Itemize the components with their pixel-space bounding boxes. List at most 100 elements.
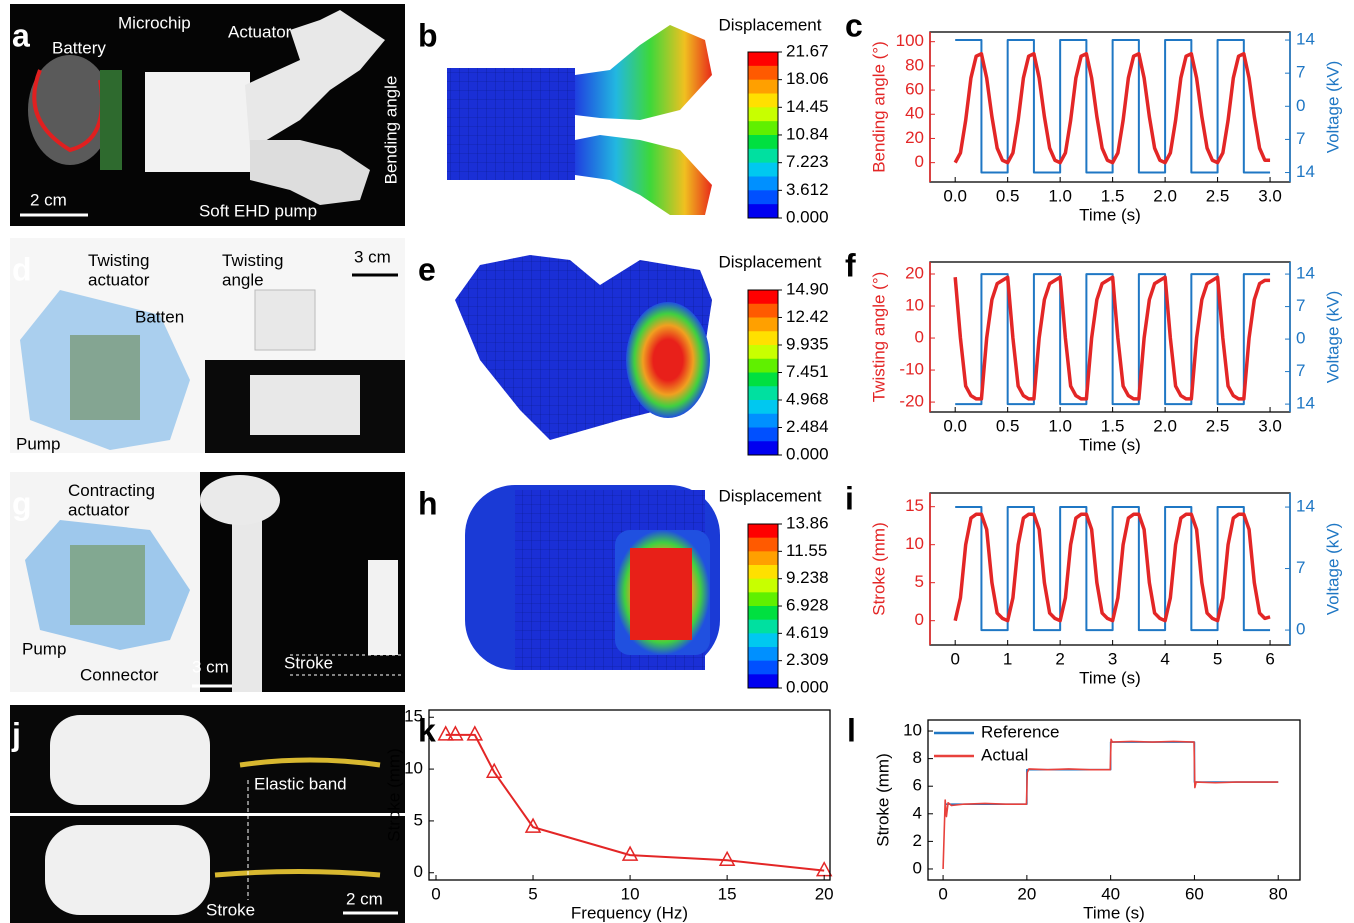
colorbar-band (748, 538, 778, 552)
panel-label: h (418, 485, 438, 521)
colorbar-tick-label: 14.90 (786, 279, 829, 298)
colorbar-band (748, 661, 778, 675)
scale-label: 2 cm (30, 190, 67, 209)
x-tick-label: 40 (1101, 884, 1120, 903)
fea-e (455, 255, 712, 440)
colorbar-tick-label: 2.309 (786, 650, 829, 669)
legend-label: Actual (981, 745, 1028, 764)
x-tick-label: 3.0 (1258, 186, 1282, 205)
plot-frame (930, 262, 1290, 412)
plot-frame (928, 720, 1300, 880)
x-axis-title: Time (s) (1079, 668, 1141, 687)
y2-tick-label: 14 (1296, 162, 1315, 181)
x-tick-label: 0 (431, 884, 440, 903)
colorbar-band (748, 107, 778, 121)
x-axis-title: Time (s) (1083, 903, 1145, 922)
label: Stroke (206, 900, 255, 919)
colorbar-band (748, 135, 778, 149)
y-tick-label: 20 (905, 263, 924, 282)
y-axis-title: Bending angle (°) (869, 41, 888, 173)
panel-label: i (845, 480, 854, 516)
label: Stroke (284, 653, 333, 672)
y-tick-label: 10 (903, 721, 922, 740)
colorbar-band (748, 80, 778, 94)
colorbar-band (748, 190, 778, 204)
colorbar-tick-label: 7.223 (786, 152, 829, 171)
colorbar-title: Displacement (719, 15, 822, 34)
y-tick-label: 80 (905, 55, 924, 74)
label: Elastic band (254, 774, 347, 793)
colorbar-band (748, 400, 778, 414)
colorbar-tick-label: 11.55 (786, 541, 827, 560)
y-tick-label: -10 (899, 360, 924, 379)
colorbar-band (748, 94, 778, 108)
panel-label: c (845, 7, 863, 43)
x-tick-label: 2.0 (1153, 416, 1177, 435)
y-tick-label: 15 (404, 707, 423, 726)
fea-h (465, 485, 720, 670)
x-tick-label: 2 (1055, 649, 1064, 668)
colorbar-band (748, 674, 778, 688)
scale-label: 3 cm (354, 247, 391, 266)
colorbar-tick-label: 4.968 (786, 389, 829, 408)
y-tick-label: 10 (905, 534, 924, 553)
colorbar-band (748, 331, 778, 345)
y-tick-label: 10 (905, 296, 924, 315)
y-tick-label: 5 (414, 810, 423, 829)
colorbar-band (748, 345, 778, 359)
colorbar-band (748, 163, 778, 177)
label: Pump (16, 434, 60, 453)
y-tick-label: 40 (905, 104, 924, 123)
x-tick-label: 1 (1003, 649, 1012, 668)
scale-label: 3 cm (192, 657, 229, 676)
x-tick-label: 0.0 (943, 186, 967, 205)
colorbar-tick-label: 10.84 (786, 124, 829, 143)
label: Connector (80, 665, 159, 684)
panel-label: a (12, 17, 30, 53)
x-axis-title: Frequency (Hz) (571, 903, 688, 922)
y-axis-title: Stroke (mm) (873, 753, 892, 847)
y-tick-label: 0 (913, 858, 922, 877)
x-tick-label: 0 (938, 884, 947, 903)
page: Battery Microchip Actuator Bending angle… (0, 0, 1354, 923)
label: Battery (52, 38, 106, 57)
panel-label: e (418, 251, 436, 287)
y-tick-label: 8 (913, 748, 922, 767)
colorbar-tick-label: 14.45 (786, 97, 829, 116)
colorbar-band (748, 633, 778, 647)
colorbar-tick-label: 9.238 (786, 568, 829, 587)
y2-tick-label: 7 (1296, 296, 1305, 315)
photo-a (10, 4, 405, 226)
y2-tick-label: 7 (1296, 129, 1305, 148)
colorbar-tick-label: 0.000 (786, 444, 829, 463)
colorbar-title: Displacement (719, 252, 822, 271)
colorbar-tick-label: 21.67 (786, 41, 829, 60)
colorbar-band (748, 551, 778, 565)
y-axis-title: Twisting angle (°) (869, 272, 888, 403)
y-tick-label: 0 (915, 152, 924, 171)
x-axis-title: Time (s) (1079, 435, 1141, 454)
x-tick-label: 6 (1265, 649, 1274, 668)
legend-label: Reference (981, 722, 1059, 741)
colorbar-tick-label: 3.612 (786, 180, 829, 199)
colorbar-band (748, 647, 778, 661)
x-tick-label: 1.5 (1101, 186, 1125, 205)
label: Soft EHD pump (199, 201, 317, 220)
x-tick-label: 0.5 (996, 416, 1020, 435)
y-axis-title: Stroke (mm) (384, 748, 403, 842)
marker (468, 727, 482, 740)
y2-tick-label: 7 (1296, 361, 1305, 380)
x-tick-label: 3.0 (1258, 416, 1282, 435)
colorbar-band (748, 290, 778, 304)
colorbar-tick-label: 4.619 (786, 623, 829, 642)
panel-label: l (847, 712, 856, 748)
colorbar-band (748, 373, 778, 387)
colorbar-band (748, 606, 778, 620)
y-tick-label: 0 (414, 862, 423, 881)
plot-frame (930, 32, 1290, 182)
y-tick-label: 4 (913, 803, 922, 822)
y-tick-label: 0 (915, 610, 924, 629)
x-tick-label: 20 (815, 884, 834, 903)
scale-label: 2 cm (346, 889, 383, 908)
colorbar-band (748, 620, 778, 634)
